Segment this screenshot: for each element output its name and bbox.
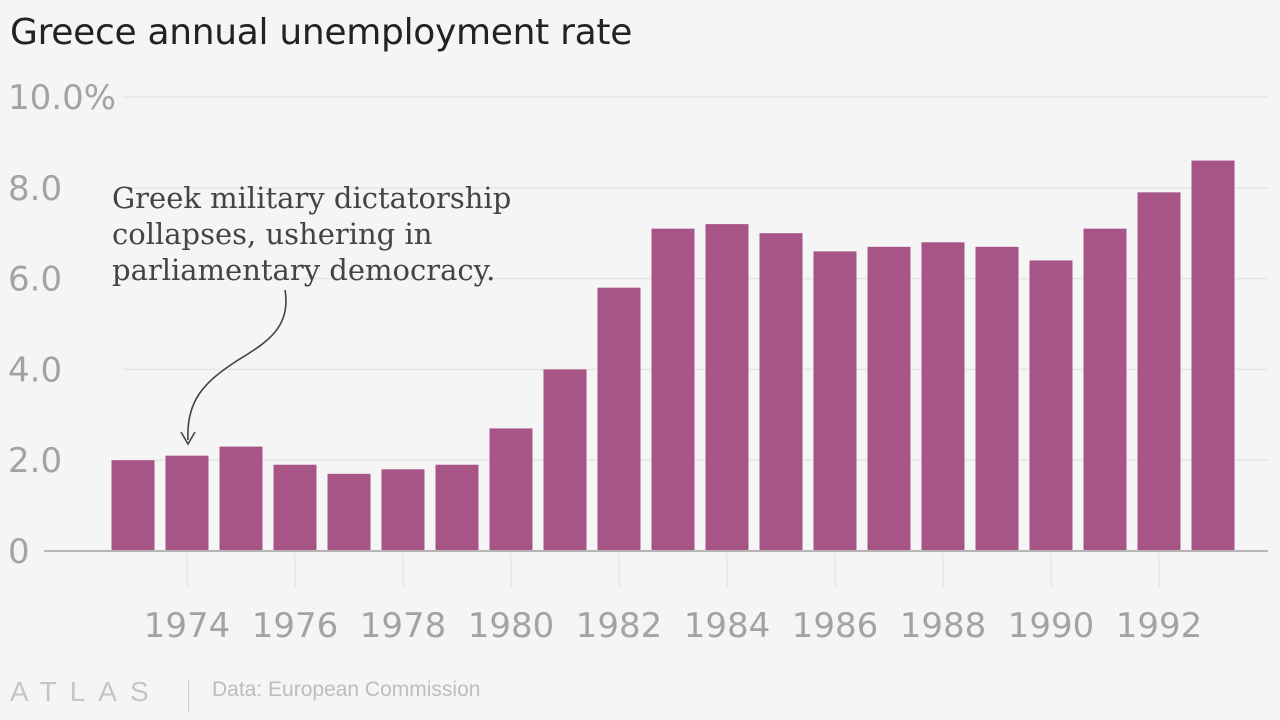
bar-chart: 02.04.06.08.010.0% 1974 1976 1978 1980 1982 1… <box>8 78 1268 646</box>
source-note: Data: European Commission <box>212 678 481 701</box>
x-axis <box>44 550 1268 587</box>
bar-1984 <box>705 224 749 551</box>
bar-1975 <box>219 446 263 551</box>
annotation-text-line: collapses, ushering in <box>112 217 432 251</box>
bar-1991 <box>1083 228 1127 551</box>
bar-1977 <box>327 473 371 551</box>
bar-1983 <box>651 228 695 551</box>
bar-1988 <box>921 242 965 551</box>
y-tick-label: 0 <box>8 532 30 572</box>
footer-divider <box>188 680 189 712</box>
bars <box>111 160 1235 552</box>
x-tick-label: 1990 <box>1008 606 1095 646</box>
x-tick-label: 1986 <box>792 606 879 646</box>
bar-1990 <box>1029 260 1073 551</box>
y-tick-label: 6.0 <box>8 260 62 300</box>
bar-1973 <box>111 460 155 551</box>
x-tick-label: 1980 <box>468 606 555 646</box>
x-tick-label: 1976 <box>252 606 339 646</box>
bar-1992 <box>1137 192 1181 551</box>
chart-title: Greece annual unemployment rate <box>10 12 633 53</box>
bar-1989 <box>975 246 1019 551</box>
y-tick-label: 4.0 <box>8 350 62 390</box>
x-tick-label: 1988 <box>900 606 987 646</box>
bar-1974 <box>165 455 209 551</box>
y-tick-label: 10.0% <box>8 78 116 118</box>
y-tick-label: 2.0 <box>8 441 62 481</box>
x-tick-label: 1982 <box>576 606 663 646</box>
bar-1987 <box>867 246 911 551</box>
bar-1993 <box>1191 160 1235 551</box>
y-axis-labels: 0 2.0 4.0 6.0 8.0 10.0% <box>8 78 116 572</box>
bar-1982 <box>597 287 641 551</box>
bar-1985 <box>759 233 803 551</box>
annotation-arrow <box>187 289 287 441</box>
annotation-text-line: Greek military dictatorship <box>112 181 511 215</box>
bar-1979 <box>435 464 479 551</box>
bar-1976 <box>273 464 317 551</box>
x-tick-label: 1974 <box>144 606 231 646</box>
x-axis-labels: 1974 1976 1978 1980 1982 1984 1986 1988 1990 1992 <box>144 606 1203 646</box>
bar-1980 <box>489 428 533 551</box>
bar-1978 <box>381 469 425 551</box>
atlas-logo: ATLAS <box>10 676 162 707</box>
bar-1981 <box>543 369 587 551</box>
bar-1986 <box>813 251 857 552</box>
x-tick-label: 1984 <box>684 606 771 646</box>
y-tick-label: 8.0 <box>8 169 62 209</box>
annotation-arrowhead <box>180 431 196 446</box>
x-tick-label: 1992 <box>1116 606 1203 646</box>
gridlines <box>122 96 1268 461</box>
annotation-text-line: parliamentary democracy. <box>112 253 495 287</box>
x-tick-label: 1978 <box>360 606 447 646</box>
footer: ATLAS Data: European Commission <box>0 672 700 712</box>
